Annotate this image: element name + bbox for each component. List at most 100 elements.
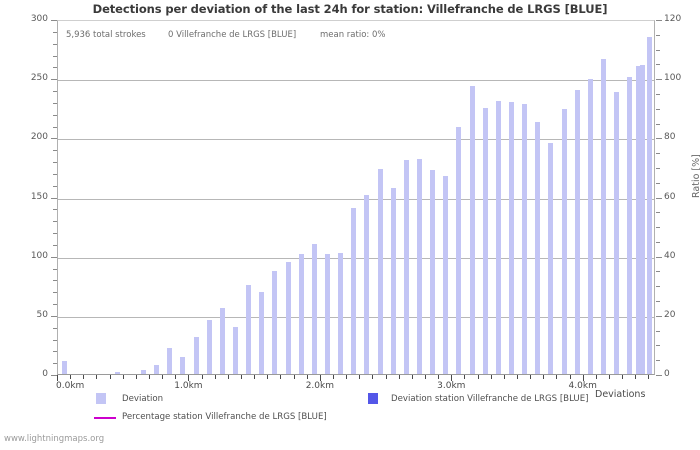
- x-axis-label: 2.0km: [305, 381, 334, 391]
- x-axis-tick-minor: [569, 375, 571, 379]
- right-axis-tick-minor: [656, 212, 660, 214]
- x-axis-tick-minor: [346, 375, 348, 379]
- x-axis-tick-minor: [227, 375, 229, 379]
- left-axis-tick-minor: [53, 114, 57, 116]
- bar-deviation: [377, 169, 383, 374]
- x-axis-tick-minor: [306, 375, 308, 379]
- right-axis-tick-minor: [656, 108, 660, 110]
- left-axis-tick-minor: [53, 244, 57, 246]
- right-axis-tick-minor: [656, 345, 660, 347]
- x-axis-tick-minor: [438, 375, 440, 379]
- right-axis-tick-minor: [656, 227, 660, 229]
- bar-deviation: [324, 254, 330, 374]
- right-axis-label: 80: [664, 132, 676, 143]
- legend-label-percentage-station: Percentage station Villefranche de LRGS …: [122, 412, 327, 422]
- x-axis-title: Deviations: [595, 389, 646, 400]
- bar-deviation: [180, 357, 186, 374]
- bar-deviation: [456, 126, 462, 374]
- bar-deviation: [232, 326, 238, 374]
- legend-swatch-deviation-station: [368, 393, 378, 404]
- x-axis-tick-minor: [201, 375, 203, 379]
- right-axis-tick-minor: [656, 330, 660, 332]
- bar-deviation: [311, 243, 317, 374]
- bar-deviation: [548, 143, 554, 374]
- bar-deviation: [443, 176, 449, 374]
- left-axis-label: 50: [36, 309, 48, 320]
- x-axis-tick-minor: [464, 375, 466, 379]
- x-axis-tick-minor: [556, 375, 558, 379]
- annotation-total-strokes: 5,936 total strokes: [66, 30, 146, 40]
- left-axis-tick-major: [51, 138, 57, 140]
- x-axis-tick-minor: [372, 375, 374, 379]
- left-axis-label: 300: [30, 14, 48, 24]
- x-axis-tick-minor: [109, 375, 111, 379]
- left-axis-tick-minor: [53, 173, 57, 175]
- gridline: [58, 198, 654, 200]
- left-axis-tick-minor: [53, 185, 57, 187]
- left-axis-tick-major: [51, 79, 57, 81]
- gridline: [58, 139, 654, 141]
- bar-deviation: [495, 100, 501, 374]
- bar-deviation: [561, 108, 567, 374]
- x-axis-tick-minor: [530, 375, 532, 379]
- bar-deviation: [636, 66, 642, 374]
- left-axis-tick-major: [51, 20, 57, 21]
- x-axis-tick-minor: [398, 375, 400, 379]
- left-axis-tick-minor: [53, 150, 57, 152]
- right-axis-tick-minor: [656, 34, 660, 36]
- right-axis-label: 60: [664, 191, 676, 202]
- x-axis-tick-minor: [254, 375, 256, 379]
- annotation-mean-ratio: mean ratio: 0%: [320, 30, 386, 40]
- left-axis-tick-minor: [53, 162, 57, 163]
- legend-line-percentage-station: [94, 417, 116, 419]
- right-axis-tick-major: [656, 79, 662, 81]
- right-axis-label: 20: [664, 309, 676, 320]
- left-axis-tick-minor: [53, 339, 57, 341]
- bar-deviation: [522, 104, 528, 374]
- bar-deviation: [627, 76, 633, 374]
- x-axis-tick-minor: [425, 375, 426, 379]
- left-axis-tick-major: [51, 256, 57, 258]
- bar-deviation: [219, 307, 225, 374]
- bar-deviation: [416, 158, 422, 374]
- bar-deviation: [640, 65, 646, 374]
- left-axis-tick-minor: [53, 67, 57, 69]
- bar-deviation: [614, 92, 620, 374]
- chart-title: Detections per deviation of the last 24h…: [92, 2, 608, 16]
- bar-deviation: [154, 364, 160, 374]
- left-axis-tick-minor: [53, 304, 57, 305]
- right-axis-tick-major: [656, 315, 662, 317]
- x-axis-label: 4.0km: [568, 381, 597, 391]
- bar-deviation: [508, 101, 514, 374]
- x-axis-tick-minor: [517, 375, 518, 379]
- bars-layer: [58, 21, 654, 374]
- bar-deviation: [403, 159, 409, 374]
- x-axis-tick-major: [582, 375, 584, 381]
- bar-deviation: [140, 370, 146, 374]
- x-axis-label: 3.0km: [437, 381, 466, 391]
- x-axis-tick-minor: [83, 375, 85, 379]
- left-axis-tick-minor: [53, 102, 57, 104]
- right-axis-tick-minor: [656, 271, 660, 273]
- right-axis-label: 40: [664, 250, 676, 261]
- left-axis-tick-minor: [53, 31, 57, 33]
- right-axis-tick-minor: [656, 153, 660, 155]
- x-axis-tick-minor: [595, 375, 597, 379]
- x-axis-tick-major: [319, 375, 321, 381]
- x-axis-tick-minor: [359, 375, 361, 379]
- bar-deviation: [646, 36, 652, 374]
- bar-deviation: [167, 347, 173, 374]
- right-axis-label: 100: [664, 73, 682, 84]
- x-axis-tick-minor: [267, 375, 269, 379]
- bar-deviation: [351, 208, 357, 374]
- bar-deviation: [574, 90, 580, 374]
- right-axis-tick-major: [656, 256, 662, 258]
- x-axis-tick-major: [188, 375, 190, 381]
- bar-deviation: [272, 271, 278, 374]
- left-axis-tick-minor: [53, 351, 57, 353]
- right-axis-tick-minor: [656, 64, 660, 66]
- bar-deviation: [430, 170, 436, 374]
- bar-deviation: [390, 188, 396, 374]
- left-axis-tick-minor: [53, 221, 57, 223]
